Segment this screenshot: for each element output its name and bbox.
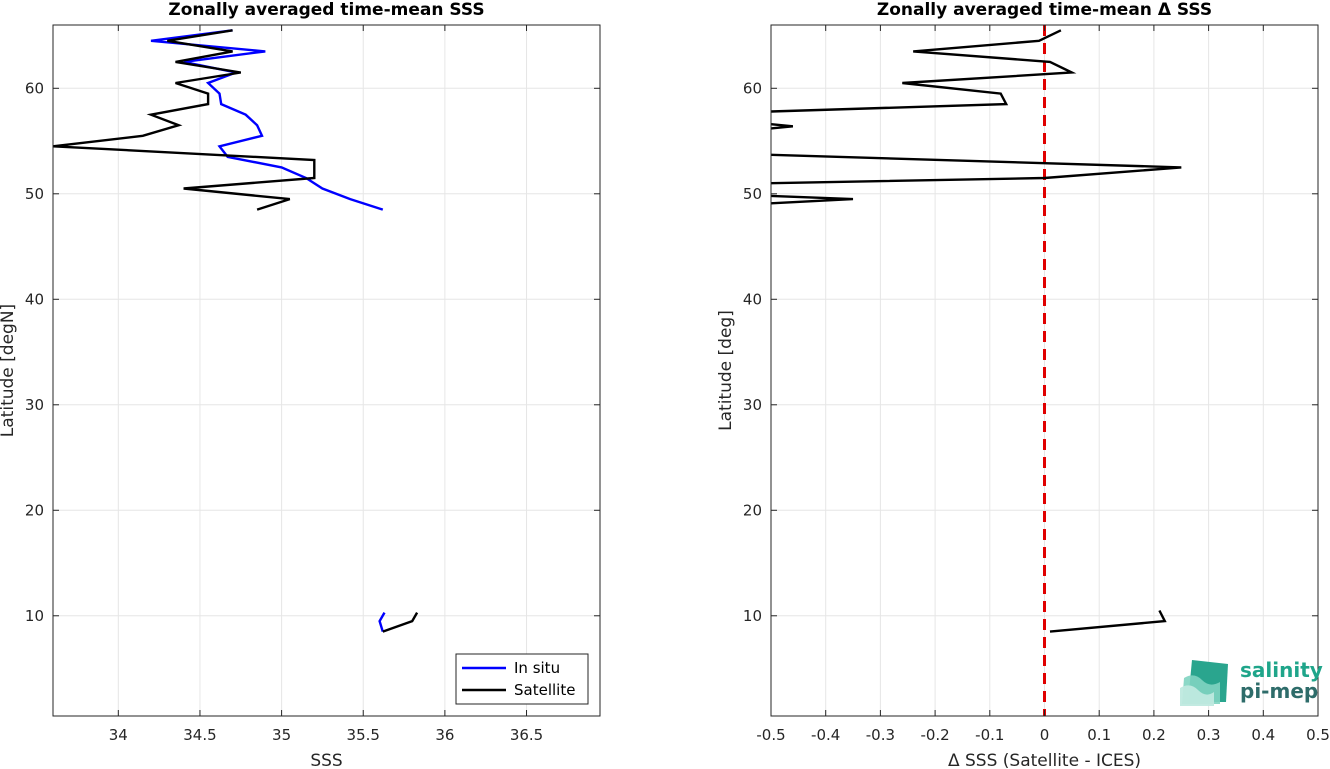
x-tick-label: -0.3 <box>866 726 895 744</box>
ticks: 34 34.5 35 35.5 36 36.5 10 20 30 40 50 60 <box>25 25 600 744</box>
x-tick-label: -0.5 <box>756 726 785 744</box>
y-tick-label: 10 <box>25 607 44 625</box>
satellite-series-line <box>52 29 316 211</box>
x-tick-label: 0.2 <box>1142 726 1166 744</box>
y-tick-label: 10 <box>743 607 762 625</box>
y-tick-label: 60 <box>743 79 762 97</box>
y-axis-label: Latitude [deg] <box>716 310 736 431</box>
x-tick-label: -0.4 <box>811 726 840 744</box>
delta-series-line <box>770 153 1182 185</box>
x-tick-label: 35.5 <box>347 726 380 744</box>
y-tick-label: 50 <box>25 185 44 203</box>
x-tick-label: 0.3 <box>1197 726 1221 744</box>
y-tick-label: 20 <box>25 501 44 519</box>
y-tick-label: 40 <box>743 290 762 308</box>
axes-delta-sss: -0.5 -0.4 -0.3 -0.2 -0.1 0 0.1 0.2 0.3 0.4 0.5 10 20… <box>716 0 1330 769</box>
delta-series-line <box>1049 609 1167 633</box>
chart-title: Zonally averaged time-mean Δ SSS <box>877 0 1212 20</box>
x-tick-label: 36.5 <box>510 726 543 744</box>
x-tick-label: 36 <box>435 726 454 744</box>
y-tick-label: 30 <box>743 396 762 414</box>
axes-sss: 34 34.5 35 35.5 36 36.5 10 20 30 40 50 60 Zonally a… <box>0 0 601 769</box>
x-tick-label: 0 <box>1040 726 1050 744</box>
salinity-pimep-logo: salinity pi-mep <box>1180 658 1323 706</box>
y-tick-label: 30 <box>25 396 44 414</box>
x-tick-label: -0.1 <box>975 726 1004 744</box>
x-tick-label: 0.1 <box>1087 726 1111 744</box>
y-tick-label: 20 <box>743 501 762 519</box>
x-axis-label: SSS <box>310 751 342 769</box>
series-layer <box>770 25 1182 716</box>
x-tick-label: 0.5 <box>1306 726 1330 744</box>
legend-label: In situ <box>514 659 560 677</box>
x-tick-label: 34.5 <box>183 726 216 744</box>
ticks: -0.5 -0.4 -0.3 -0.2 -0.1 0 0.1 0.2 0.3 0.4 0.5 10 20… <box>743 25 1330 744</box>
axes-frame <box>52 24 601 717</box>
wave-logo-icon <box>1180 660 1228 706</box>
legend: In situ Satellite <box>455 653 589 705</box>
y-tick-label: 40 <box>25 290 44 308</box>
delta-series-line <box>770 29 1077 113</box>
x-tick-label: 35 <box>272 726 291 744</box>
chart-title: Zonally averaged time-mean SSS <box>168 0 484 20</box>
legend-label: Satellite <box>514 681 575 699</box>
legend-box <box>455 653 589 705</box>
x-tick-label: -0.2 <box>920 726 949 744</box>
satellite-series-line <box>382 612 419 633</box>
in-situ-series-line <box>150 29 384 211</box>
series-layer <box>52 29 419 633</box>
x-tick-label: 34 <box>109 726 128 744</box>
y-tick-label: 50 <box>743 185 762 203</box>
delta-series-line <box>770 123 794 130</box>
y-axis-label: Latitude [degN] <box>0 304 18 437</box>
logo-line1: salinity <box>1240 658 1323 682</box>
in-situ-series-line <box>378 612 386 632</box>
y-tick-label: 60 <box>25 79 44 97</box>
x-tick-label: 0.4 <box>1251 726 1275 744</box>
grid-lines <box>53 25 600 716</box>
x-axis-label: Δ SSS (Satellite - ICES) <box>948 751 1141 769</box>
logo-line2: pi-mep <box>1240 679 1318 703</box>
delta-series-line <box>770 194 854 205</box>
